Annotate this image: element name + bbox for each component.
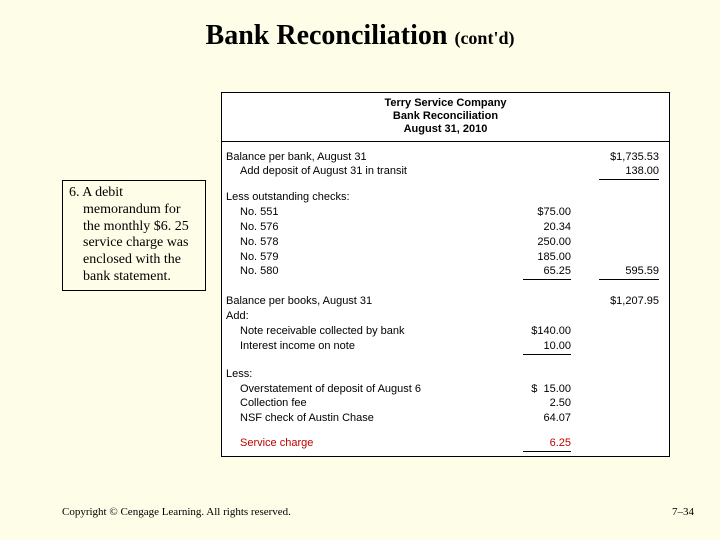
- check-row: No. 578 250.00: [222, 235, 669, 250]
- check-row: No. 579 185.00: [222, 250, 669, 265]
- checks-total: 595.59: [581, 264, 665, 280]
- books-less-item-label: Collection fee: [226, 396, 505, 411]
- check-label: No. 551: [226, 205, 505, 220]
- books-balance-value: $1,207.95: [581, 294, 665, 309]
- less-outstanding-row: Less outstanding checks:: [222, 190, 669, 205]
- books-less-item-amount: 64.07: [505, 411, 581, 426]
- check-amount: 65.25: [505, 264, 581, 280]
- reconciliation-table: Terry Service Company Bank Reconciliatio…: [221, 92, 670, 457]
- title-main: Bank Reconciliation: [206, 20, 448, 51]
- books-less-label: Less:: [226, 367, 505, 382]
- check-label: No. 580: [226, 264, 505, 280]
- header-doc: Bank Reconciliation: [222, 110, 669, 123]
- check-row: No. 580 65.25 595.59: [222, 264, 669, 280]
- books-less-item-label: NSF check of Austin Chase: [226, 411, 505, 426]
- check-amount: 20.34: [505, 220, 581, 235]
- title-sub: (cont'd): [454, 28, 514, 48]
- books-balance-label: Balance per books, August 31: [226, 294, 505, 309]
- books-less-item-amount: 2.50: [505, 396, 581, 411]
- check-amount: $75.00: [505, 205, 581, 220]
- check-label: No. 578: [226, 235, 505, 250]
- books-add-label: Add:: [226, 309, 505, 324]
- check-row: No. 576 20.34: [222, 220, 669, 235]
- books-add-item-label: Note receivable collected by bank: [226, 324, 505, 339]
- books-balance-row: Balance per books, August 31 $1,207.95: [222, 294, 669, 309]
- less-outstanding-label: Less outstanding checks:: [226, 190, 505, 205]
- service-charge-row: Service charge 6.25: [222, 436, 669, 452]
- books-add-item-row: Interest income on note 10.00: [222, 339, 669, 355]
- books-less-item-row: Overstatement of deposit of August 6 $ 1…: [222, 382, 669, 397]
- books-less-item-row: NSF check of Austin Chase 64.07: [222, 411, 669, 426]
- bank-add-deposit-row: Add deposit of August 31 in transit 138.…: [222, 164, 669, 180]
- books-less-item-row: Collection fee 2.50: [222, 396, 669, 411]
- table-header: Terry Service Company Bank Reconciliatio…: [222, 93, 669, 139]
- check-row: No. 551 $75.00: [222, 205, 669, 220]
- callout-box: 6. A debit memorandum for the monthly $6…: [62, 180, 206, 291]
- divider: [222, 141, 669, 142]
- service-charge-label: Service charge: [226, 436, 505, 452]
- header-company: Terry Service Company: [222, 97, 669, 110]
- bank-balance-row: Balance per bank, August 31 $1,735.53: [222, 150, 669, 165]
- check-amount: 185.00: [505, 250, 581, 265]
- check-label: No. 579: [226, 250, 505, 265]
- books-less-item-amount: $ 15.00: [505, 382, 581, 397]
- bank-add-value: 138.00: [581, 164, 665, 180]
- books-add-item-amount: $140.00: [505, 324, 581, 339]
- bank-add-label: Add deposit of August 31 in transit: [226, 164, 505, 180]
- books-add-item-row: Note receivable collected by bank $140.0…: [222, 324, 669, 339]
- books-add-item-amount: 10.00: [505, 339, 581, 355]
- books-add-item-label: Interest income on note: [226, 339, 505, 355]
- books-less-item-label: Overstatement of deposit of August 6: [226, 382, 505, 397]
- bank-balance-value: $1,735.53: [581, 150, 665, 165]
- books-less-row: Less:: [222, 367, 669, 382]
- bank-balance-label: Balance per bank, August 31: [226, 150, 505, 165]
- check-label: No. 576: [226, 220, 505, 235]
- callout-text: 6. A debit memorandum for the monthly $6…: [69, 185, 199, 286]
- service-charge-amount: 6.25: [505, 436, 581, 452]
- check-amount: 250.00: [505, 235, 581, 250]
- page-title: Bank Reconciliation (cont'd): [0, 0, 720, 52]
- header-date: August 31, 2010: [222, 123, 669, 136]
- footer-copyright: Copyright © Cengage Learning. All rights…: [62, 506, 291, 518]
- footer-page-number: 7–34: [672, 506, 694, 518]
- books-add-row: Add:: [222, 309, 669, 324]
